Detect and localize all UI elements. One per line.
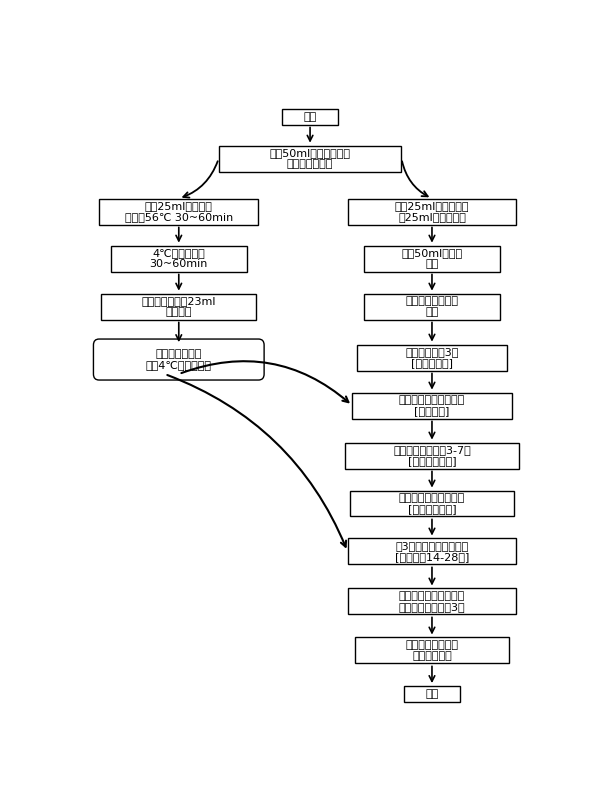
FancyBboxPatch shape	[345, 443, 518, 469]
FancyBboxPatch shape	[404, 686, 460, 702]
FancyBboxPatch shape	[350, 490, 514, 517]
FancyBboxPatch shape	[352, 393, 512, 419]
Text: 离心，抽取上层23ml
血浆溶液: 离心，抽取上层23ml 血浆溶液	[142, 295, 216, 317]
Text: 血浆（中间品）
放置4℃条件下储存: 血浆（中间品） 放置4℃条件下储存	[146, 349, 212, 370]
Text: 离心细胞溶液，用生理
盐水漂洗淋巴细胞3次: 离心细胞溶液，用生理 盐水漂洗淋巴细胞3次	[399, 591, 465, 613]
Text: 加入诱导培养液、血浆
[吹打混合]: 加入诱导培养液、血浆 [吹打混合]	[399, 394, 465, 416]
FancyBboxPatch shape	[355, 638, 509, 663]
Text: 加入50ml分离液
离心: 加入50ml分离液 离心	[401, 248, 463, 270]
FancyBboxPatch shape	[357, 345, 507, 370]
Text: 剩余25ml下层溶液加
入25ml缓冲液混合: 剩余25ml下层溶液加 入25ml缓冲液混合	[394, 200, 469, 222]
FancyBboxPatch shape	[347, 199, 517, 225]
FancyArrowPatch shape	[182, 361, 348, 402]
FancyArrowPatch shape	[402, 161, 428, 196]
Text: 4℃条件下冷却
30~60min: 4℃条件下冷却 30~60min	[149, 248, 208, 270]
FancyBboxPatch shape	[347, 539, 517, 564]
FancyArrowPatch shape	[168, 375, 346, 547]
Text: 置入培养瓶，培养3-7天
[视频颜色监察]: 置入培养瓶，培养3-7天 [视频颜色监察]	[393, 444, 471, 466]
FancyBboxPatch shape	[99, 199, 258, 225]
Text: 抽取25ml上层溶液
加热至56℃ 30~60min: 抽取25ml上层溶液 加热至56℃ 30~60min	[125, 200, 233, 222]
FancyBboxPatch shape	[364, 294, 500, 320]
Text: 抽取50ml血并离心分离
光照、视频观察: 抽取50ml血并离心分离 光照、视频观察	[270, 148, 350, 169]
FancyBboxPatch shape	[364, 246, 500, 271]
FancyBboxPatch shape	[102, 294, 256, 320]
FancyBboxPatch shape	[111, 246, 247, 271]
Text: 回收: 回收	[425, 689, 439, 699]
Text: 加入生理盐水混合
稀释淋巴细胞: 加入生理盐水混合 稀释淋巴细胞	[405, 640, 459, 661]
Text: 每3天添加培养液、血浆
[培养期约14-28天]: 每3天添加培养液、血浆 [培养期约14-28天]	[395, 541, 469, 562]
Text: 转移至生产培养袋培养
[视频颜色监察]: 转移至生产培养袋培养 [视频颜色监察]	[399, 493, 465, 514]
FancyBboxPatch shape	[218, 146, 402, 171]
Text: 开始: 开始	[304, 112, 316, 122]
FancyBboxPatch shape	[93, 339, 264, 380]
FancyBboxPatch shape	[347, 588, 517, 614]
Text: 用培养液漂洗3次
[吹打、离心]: 用培养液漂洗3次 [吹打、离心]	[405, 347, 459, 369]
FancyArrowPatch shape	[183, 161, 218, 197]
FancyBboxPatch shape	[282, 109, 338, 125]
Text: 抽取中层淋巴细胞
溶液: 抽取中层淋巴细胞 溶液	[405, 295, 459, 317]
